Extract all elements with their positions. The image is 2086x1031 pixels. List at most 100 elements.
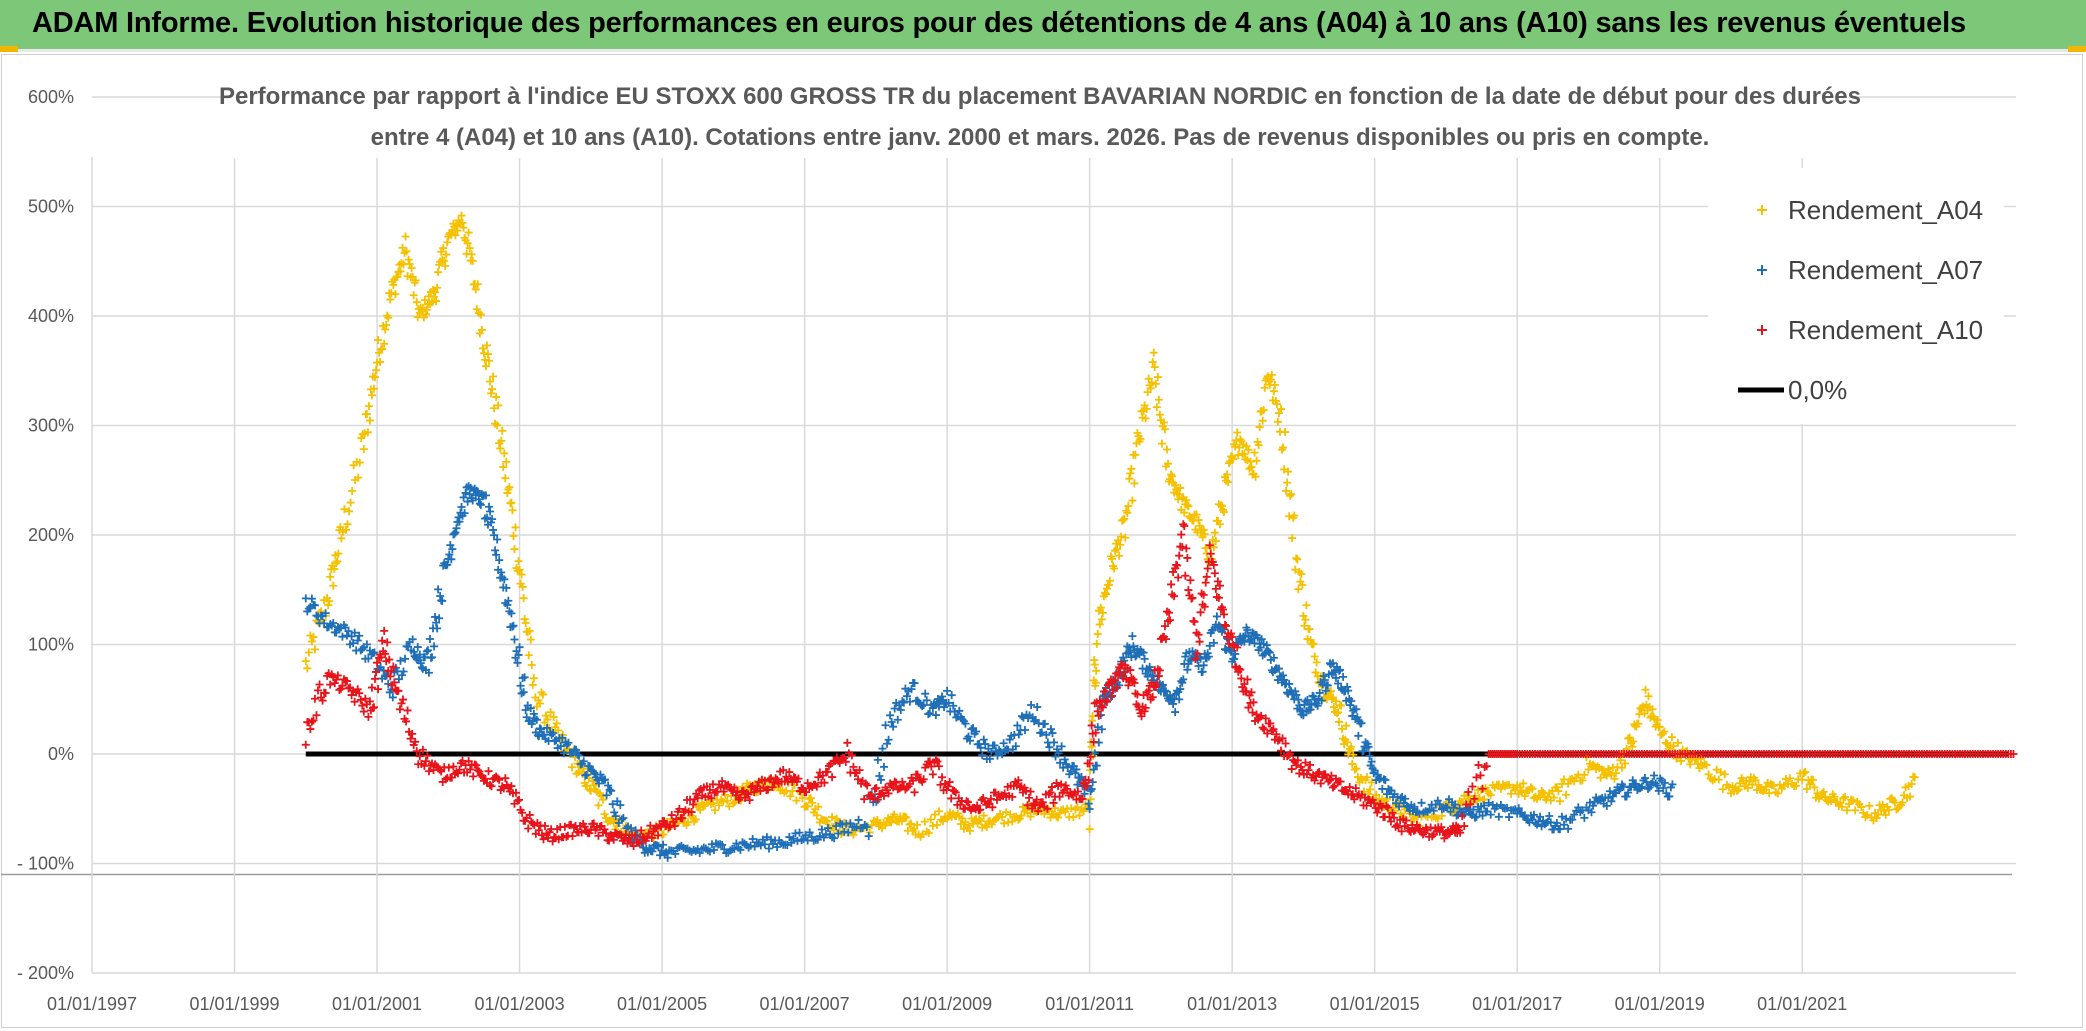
data-point bbox=[1874, 810, 1883, 819]
data-point bbox=[384, 679, 393, 688]
data-point bbox=[469, 772, 478, 781]
data-point bbox=[315, 680, 324, 689]
y-tick-label: 200% bbox=[28, 525, 74, 545]
data-point bbox=[493, 535, 502, 544]
data-point bbox=[1480, 801, 1489, 810]
data-point bbox=[1589, 801, 1598, 810]
data-point bbox=[333, 557, 342, 566]
data-point bbox=[1365, 752, 1374, 761]
data-point bbox=[1220, 507, 1228, 516]
data-point bbox=[443, 560, 452, 569]
data-point bbox=[1183, 501, 1192, 510]
data-point bbox=[599, 795, 608, 804]
x-tick-label: 01/01/2007 bbox=[760, 994, 850, 1014]
legend-label-Rendement_A07: Rendement_A07 bbox=[1788, 255, 1983, 285]
data-point bbox=[422, 647, 431, 656]
data-point bbox=[502, 457, 511, 466]
data-point bbox=[1560, 820, 1569, 829]
data-point bbox=[1229, 455, 1238, 464]
data-point bbox=[1051, 804, 1060, 813]
data-point bbox=[1097, 702, 1106, 711]
data-point bbox=[1574, 803, 1583, 812]
data-point bbox=[1496, 784, 1505, 793]
data-point bbox=[806, 794, 815, 803]
data-point bbox=[1201, 578, 1210, 587]
data-point bbox=[428, 653, 437, 662]
data-point bbox=[1120, 514, 1129, 523]
data-point bbox=[432, 297, 441, 306]
data-point bbox=[1309, 639, 1318, 648]
data-point bbox=[369, 384, 378, 393]
data-point bbox=[1669, 742, 1678, 751]
data-point bbox=[627, 824, 636, 833]
data-point bbox=[824, 824, 833, 833]
data-point bbox=[1178, 543, 1187, 552]
data-point bbox=[486, 377, 495, 386]
data-point bbox=[1482, 762, 1491, 771]
data-point bbox=[363, 428, 372, 437]
data-point bbox=[309, 633, 318, 642]
x-tick-label: 01/01/2017 bbox=[1472, 994, 1562, 1014]
data-point bbox=[1063, 784, 1072, 793]
data-point bbox=[878, 744, 887, 753]
data-point bbox=[1154, 672, 1163, 681]
data-point bbox=[1665, 792, 1674, 801]
data-point bbox=[1005, 735, 1014, 744]
data-point bbox=[509, 621, 518, 630]
data-point bbox=[488, 515, 497, 524]
data-point bbox=[748, 834, 757, 843]
data-point bbox=[1100, 687, 1109, 696]
data-point bbox=[797, 783, 806, 792]
data-point bbox=[502, 583, 511, 592]
data-point bbox=[1114, 670, 1123, 679]
y-tick-label: 0% bbox=[48, 744, 74, 764]
data-point bbox=[416, 659, 425, 668]
data-point bbox=[1743, 783, 1752, 792]
data-point bbox=[862, 823, 871, 832]
data-point bbox=[475, 499, 484, 508]
data-point bbox=[369, 703, 378, 712]
data-point bbox=[1306, 760, 1315, 769]
data-point bbox=[1819, 787, 1828, 796]
data-point bbox=[786, 792, 795, 801]
data-point bbox=[808, 798, 817, 807]
data-point bbox=[956, 819, 965, 828]
data-point bbox=[1845, 799, 1854, 808]
data-point bbox=[301, 657, 310, 666]
data-point bbox=[398, 695, 407, 704]
data-point bbox=[610, 808, 619, 817]
data-point bbox=[1655, 722, 1664, 731]
data-point bbox=[1098, 703, 1107, 712]
data-point bbox=[1704, 770, 1713, 779]
data-point bbox=[383, 638, 392, 647]
x-tick-label: 01/01/2015 bbox=[1330, 994, 1420, 1014]
data-point bbox=[405, 260, 414, 269]
data-point bbox=[534, 826, 543, 835]
data-point bbox=[924, 829, 933, 838]
data-point bbox=[1336, 777, 1345, 786]
data-point bbox=[415, 752, 424, 761]
data-point bbox=[783, 841, 792, 850]
data-point bbox=[374, 336, 383, 345]
data-point bbox=[1166, 691, 1175, 700]
data-point bbox=[1186, 576, 1195, 585]
data-point bbox=[864, 832, 873, 841]
data-point bbox=[884, 735, 893, 744]
data-point bbox=[1555, 797, 1564, 806]
data-point bbox=[1178, 494, 1187, 503]
data-point bbox=[1562, 814, 1571, 823]
data-point bbox=[1686, 760, 1695, 769]
data-point bbox=[1621, 759, 1630, 768]
data-point bbox=[860, 795, 869, 804]
legend-swatch-Rendement_A10 bbox=[1757, 325, 1767, 335]
data-point bbox=[1650, 771, 1659, 780]
data-point bbox=[1472, 773, 1481, 782]
data-point bbox=[1273, 417, 1282, 426]
data-point bbox=[1640, 774, 1649, 783]
data-point bbox=[608, 800, 617, 809]
data-point bbox=[1199, 526, 1208, 535]
data-point bbox=[364, 712, 373, 721]
data-point bbox=[460, 509, 469, 518]
data-point bbox=[484, 767, 493, 776]
legend-label-Rendement_A10: Rendement_A10 bbox=[1788, 315, 1983, 345]
